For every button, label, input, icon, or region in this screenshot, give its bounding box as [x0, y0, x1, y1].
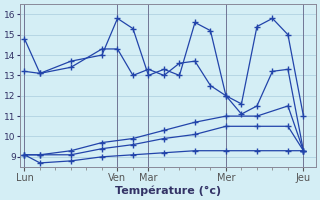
X-axis label: Température (°c): Température (°c) [115, 185, 221, 196]
